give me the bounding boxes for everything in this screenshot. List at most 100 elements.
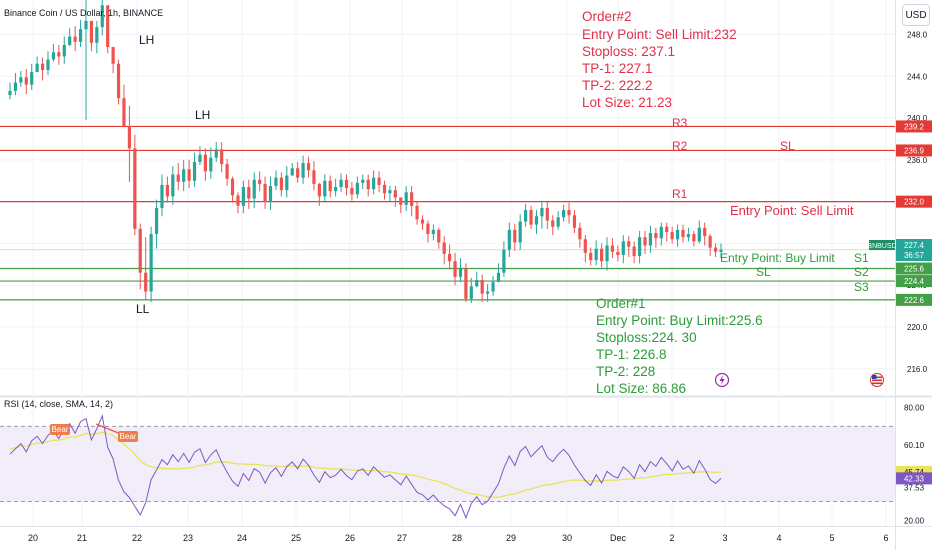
- swing-label-ll: LL: [136, 302, 150, 316]
- price-line-tag-bg: [896, 275, 932, 288]
- price-tick-label: 220.0: [907, 323, 928, 332]
- order2-line: Order#2: [582, 9, 632, 24]
- time-tick-label: 5: [829, 533, 834, 543]
- price-line-tag: 222.6: [904, 296, 925, 305]
- line-label-r3: R3: [672, 116, 688, 130]
- rsi-tick-label: 20.00: [904, 516, 925, 525]
- candle-body: [290, 168, 294, 176]
- candle-body: [464, 268, 468, 299]
- line-label-s2: S2: [854, 265, 869, 279]
- candle-body: [350, 188, 354, 195]
- candle-body: [556, 217, 560, 227]
- price-line-tag: 236.9: [904, 146, 925, 155]
- candle-body: [583, 239, 587, 253]
- candle-body: [144, 272, 148, 292]
- candle-body: [518, 221, 522, 243]
- price-line-tag: 225.6: [904, 265, 925, 274]
- candle-body: [230, 178, 235, 196]
- us-flag-icon[interactable]: [870, 373, 884, 387]
- time-tick-label: 6: [883, 533, 888, 543]
- currency-button[interactable]: USD: [902, 4, 930, 26]
- candle-body: [648, 233, 653, 246]
- candle-body: [100, 5, 104, 28]
- candle-body: [285, 175, 289, 191]
- candle-body: [138, 228, 142, 273]
- price-tick-label: 244.0: [907, 72, 928, 81]
- candle-body: [675, 229, 680, 240]
- lightning-icon[interactable]: [714, 372, 730, 388]
- bear-label: Bear: [52, 425, 69, 434]
- candle-body: [339, 179, 343, 188]
- candle-body: [551, 220, 555, 227]
- last-price-tag-bg: [896, 239, 932, 261]
- candle-body: [334, 187, 338, 192]
- candle-body: [46, 59, 50, 71]
- candle-body: [567, 210, 571, 216]
- candle-body: [198, 154, 202, 162]
- candle-body: [13, 82, 18, 91]
- candle-body: [486, 291, 490, 294]
- line-label-s3: S3: [854, 280, 869, 294]
- time-tick-label: Dec: [610, 533, 627, 543]
- bear-marker-1: Bear: [50, 424, 70, 435]
- time-tick-label: 3: [722, 533, 727, 543]
- price-line-tag-bg: [896, 262, 932, 275]
- candle-body: [133, 148, 137, 229]
- candle-body: [388, 190, 392, 194]
- candle-body: [355, 182, 359, 195]
- candle-body: [599, 248, 604, 262]
- candle-body: [404, 192, 408, 205]
- candle-body: [507, 229, 511, 250]
- order1-line: TP-2: 228: [596, 364, 655, 379]
- order1-note: Order#1 Entry Point: Buy Limit:225.6 Sto…: [596, 296, 763, 396]
- candle-body: [78, 29, 83, 42]
- candle-body: [24, 77, 28, 85]
- time-tick-label: 2: [669, 533, 674, 543]
- candle-body: [697, 227, 701, 242]
- candle-body: [182, 169, 186, 182]
- rsi-axis[interactable]: 80.00 60.10 37.53 20.00: [904, 404, 925, 526]
- candle-body: [160, 184, 164, 208]
- price-tick-label: 236.0: [907, 156, 928, 165]
- candle-body: [236, 195, 240, 206]
- stoploss-label-bottom: SL: [756, 265, 771, 279]
- candle-body: [719, 249, 723, 252]
- symbol-title[interactable]: Binance Coin / US Dollar, 1h, BINANCE: [4, 8, 163, 18]
- rsi-title[interactable]: RSI (14, close, SMA, 14, 2): [4, 399, 113, 409]
- sell-limit-label: Entry Point: Sell Limit: [730, 203, 854, 218]
- price-tick-label: 248.0: [907, 30, 928, 39]
- price-line-tag-bg: [896, 293, 932, 306]
- rsi-value-tag: 42.33: [904, 474, 925, 483]
- swing-label-lh: LH: [195, 108, 210, 122]
- candle-body: [502, 249, 506, 273]
- candle-body: [713, 247, 718, 252]
- candle-body: [686, 234, 691, 238]
- candle-body: [377, 177, 381, 185]
- time-axis[interactable]: 20 21 22 23 24 25 26 27 28 29 30 Dec 2 3 4 5 6: [28, 533, 889, 543]
- candle-body: [312, 170, 316, 184]
- price-tick-label: 240.0: [907, 114, 928, 123]
- candle-body: [344, 179, 349, 189]
- candle-body: [513, 229, 517, 243]
- order2-line: TP-1: 227.1: [582, 61, 653, 76]
- time-tick-label: 23: [183, 533, 193, 543]
- order1-line: Entry Point: Buy Limit:225.6: [596, 313, 763, 328]
- candle-body: [442, 242, 446, 254]
- rsi-line: [9, 414, 722, 520]
- time-tick-label: 24: [237, 533, 247, 543]
- bear-label: Bear: [120, 432, 137, 441]
- candle-body: [306, 162, 311, 171]
- candle-body: [89, 20, 94, 43]
- candle-body: [263, 183, 267, 202]
- line-label-r1: R1: [672, 187, 688, 201]
- candle-body: [637, 237, 642, 256]
- candle-body: [328, 180, 332, 192]
- candle-body: [301, 162, 305, 178]
- time-tick-label: 30: [562, 533, 572, 543]
- candle-body: [524, 210, 528, 222]
- candle-body: [534, 216, 539, 225]
- candle-body: [540, 207, 544, 217]
- candle-body: [192, 161, 197, 181]
